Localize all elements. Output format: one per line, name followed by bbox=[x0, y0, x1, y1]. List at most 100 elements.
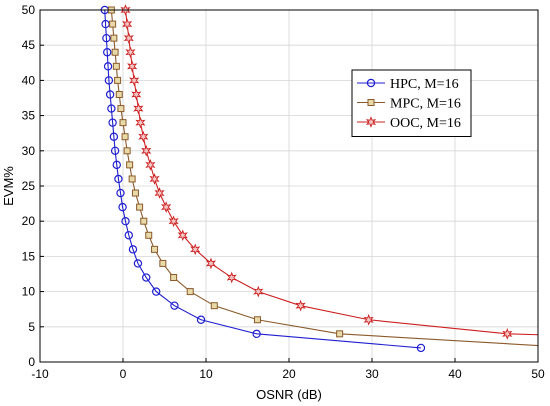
y-tick-label: 30 bbox=[22, 144, 36, 158]
series-line-hpc bbox=[104, 10, 422, 349]
data-point-mpc bbox=[140, 217, 148, 225]
x-tick-label: 20 bbox=[282, 367, 296, 381]
data-point-ooc bbox=[154, 187, 165, 199]
y-axis-title: EVM% bbox=[1, 166, 16, 206]
x-tick-label: -10 bbox=[31, 367, 49, 381]
y-tick-label: 40 bbox=[22, 73, 36, 87]
legend-label-ooc: OOC, M=16 bbox=[390, 116, 461, 131]
data-point-mpc bbox=[110, 34, 118, 42]
data-point-hpc bbox=[252, 329, 261, 339]
data-point-mpc bbox=[186, 288, 194, 296]
y-tick-label: 20 bbox=[22, 214, 36, 228]
data-point-hpc bbox=[103, 62, 113, 71]
data-point-mpc bbox=[114, 76, 122, 84]
data-point-ooc bbox=[123, 32, 134, 45]
data-point-ooc bbox=[502, 327, 513, 340]
data-point-mpc bbox=[210, 302, 218, 310]
legend: HPC, M=16 MPC, M=16 OOC, M=16 bbox=[351, 69, 472, 137]
data-point-ooc bbox=[133, 102, 144, 115]
data-point-ooc bbox=[295, 299, 306, 312]
legend-marker-mpc bbox=[367, 99, 375, 106]
y-tick-label: 0 bbox=[28, 355, 35, 369]
data-point-mpc bbox=[117, 105, 125, 113]
data-point-ooc bbox=[127, 60, 138, 73]
x-axis-title: OSNR (dB) bbox=[256, 387, 322, 402]
data-point-ooc bbox=[131, 88, 142, 101]
data-point-ooc bbox=[177, 229, 188, 242]
data-point-hpc bbox=[104, 76, 114, 85]
data-point-hpc bbox=[108, 118, 117, 127]
y-tick-label: 45 bbox=[22, 38, 36, 52]
data-point-mpc bbox=[131, 189, 139, 197]
data-point-ooc bbox=[138, 130, 149, 143]
x-tick-label: 0 bbox=[120, 367, 127, 381]
y-tick-label: 35 bbox=[22, 109, 36, 123]
legend-label-hpc: HPC, M=16 bbox=[390, 77, 459, 92]
data-point-ooc bbox=[226, 271, 237, 284]
x-tick-label: 30 bbox=[365, 367, 379, 381]
data-point-hpc bbox=[196, 315, 206, 324]
data-point-mpc bbox=[109, 20, 117, 28]
data-point-ooc bbox=[190, 243, 201, 256]
data-point-ooc bbox=[125, 46, 136, 59]
data-point-mpc bbox=[170, 274, 178, 282]
data-point-mpc bbox=[111, 48, 119, 56]
data-point-hpc bbox=[109, 132, 119, 141]
x-tick-label: 40 bbox=[448, 367, 462, 381]
data-point-mpc bbox=[121, 133, 129, 141]
data-point-hpc bbox=[102, 33, 111, 43]
data-point-hpc bbox=[151, 287, 161, 296]
data-point-ooc bbox=[145, 159, 156, 171]
data-point-hpc bbox=[112, 160, 121, 170]
data-point-ooc bbox=[363, 313, 374, 326]
data-point-mpc bbox=[151, 245, 159, 253]
y-tick-label: 15 bbox=[22, 249, 36, 263]
legend-marker-hpc bbox=[366, 78, 376, 88]
data-point-hpc bbox=[133, 259, 143, 268]
y-tick-label: 25 bbox=[22, 179, 36, 193]
data-point-mpc bbox=[126, 161, 134, 169]
data-point-ooc bbox=[135, 116, 146, 129]
data-point-ooc bbox=[253, 285, 264, 298]
data-point-mpc bbox=[136, 203, 144, 211]
data-point-hpc bbox=[142, 273, 151, 282]
data-point-mpc bbox=[119, 119, 127, 127]
data-point-hpc bbox=[124, 231, 134, 240]
data-point-hpc bbox=[116, 188, 125, 198]
data-point-hpc bbox=[416, 343, 426, 353]
legend-label-mpc: MPC, M=16 bbox=[390, 97, 461, 112]
data-point-ooc bbox=[122, 18, 133, 30]
data-point-ooc bbox=[168, 215, 179, 228]
legend-marker-ooc bbox=[365, 116, 377, 128]
data-point-mpc bbox=[115, 90, 123, 98]
data-point-ooc bbox=[205, 257, 217, 270]
data-point-hpc bbox=[121, 216, 130, 226]
data-point-hpc bbox=[107, 104, 116, 113]
data-point-mpc bbox=[253, 316, 261, 324]
data-point-mpc bbox=[112, 62, 120, 70]
data-point-mpc bbox=[159, 259, 167, 267]
data-point-hpc bbox=[103, 48, 112, 57]
x-tick-label: 50 bbox=[531, 367, 545, 381]
data-point-hpc bbox=[170, 301, 179, 310]
data-point-ooc bbox=[129, 74, 140, 87]
data-point-mpc bbox=[128, 175, 136, 183]
data-point-ooc bbox=[149, 173, 160, 185]
y-tick-label: 5 bbox=[28, 320, 35, 334]
markers-group bbox=[100, 4, 513, 353]
data-point-hpc bbox=[128, 245, 138, 254]
data-point-ooc bbox=[141, 144, 152, 157]
data-point-mpc bbox=[145, 231, 153, 239]
data-point-ooc bbox=[161, 201, 172, 213]
x-tick-label: 10 bbox=[199, 367, 213, 381]
data-point-hpc bbox=[118, 202, 127, 212]
data-point-mpc bbox=[336, 330, 344, 338]
y-tick-label: 10 bbox=[22, 285, 36, 299]
y-tick-label: 50 bbox=[22, 3, 36, 17]
data-point-hpc bbox=[114, 174, 123, 184]
data-point-mpc bbox=[123, 147, 131, 155]
data-point-hpc bbox=[110, 146, 120, 155]
data-point-hpc bbox=[105, 90, 115, 99]
